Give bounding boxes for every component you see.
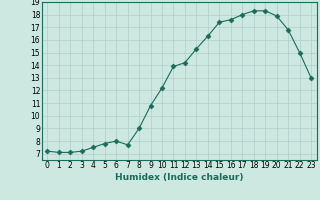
X-axis label: Humidex (Indice chaleur): Humidex (Indice chaleur) [115, 173, 244, 182]
